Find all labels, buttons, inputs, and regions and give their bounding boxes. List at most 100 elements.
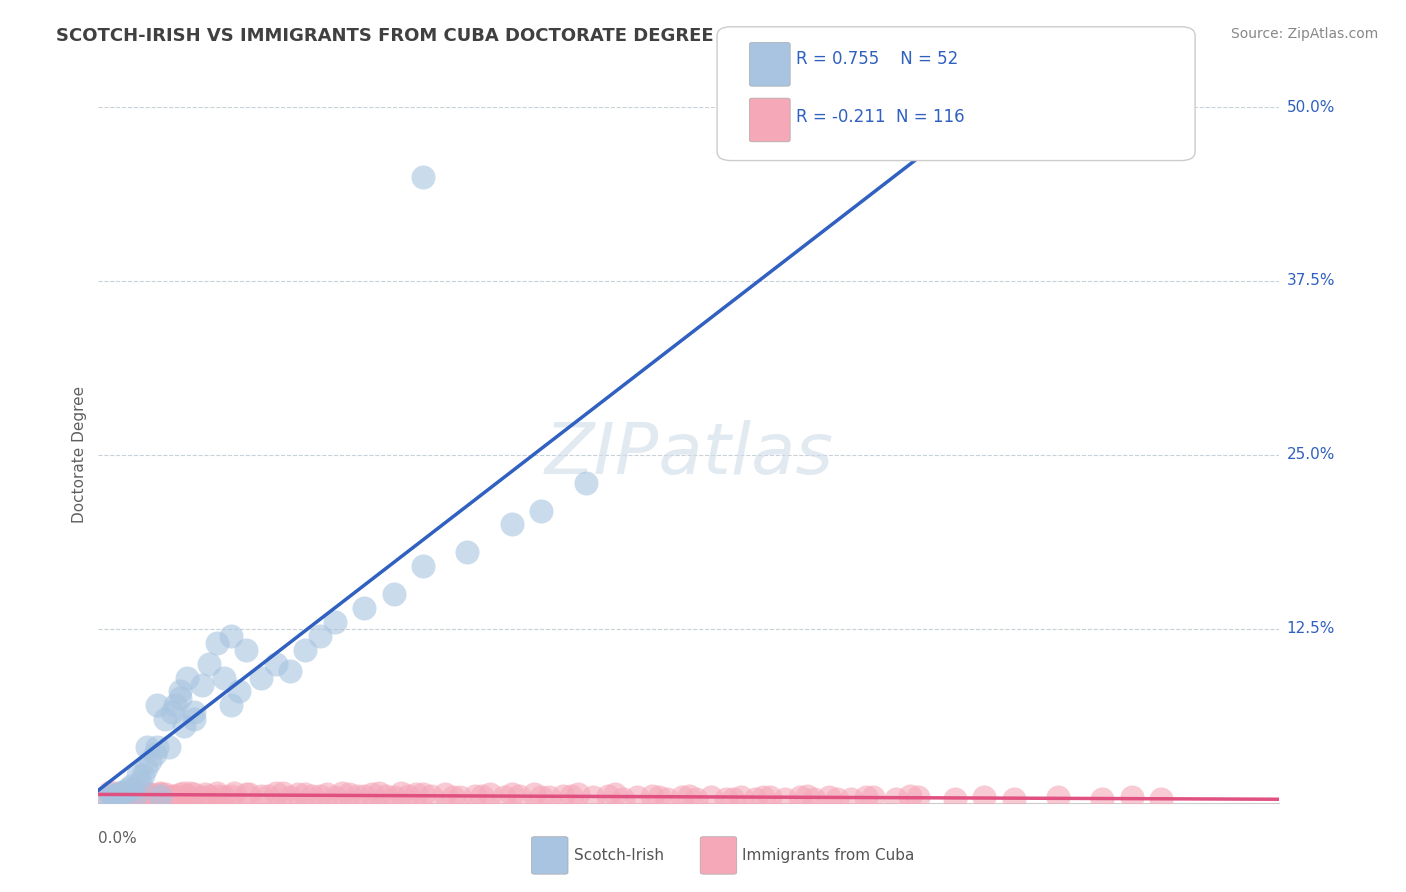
Point (94, 790, 117, 805)
Point (183, 712, 205, 726)
Point (132, 768, 155, 782)
Text: ZIPatlas: ZIPatlas (544, 420, 834, 490)
Point (139, 788, 162, 802)
Point (103, 789, 125, 803)
Point (114, 785, 136, 799)
Point (301, 789, 323, 803)
Point (219, 629, 242, 643)
Point (205, 786, 228, 800)
Point (127, 788, 149, 802)
Point (149, 786, 172, 800)
Point (165, 789, 187, 803)
Point (582, 790, 605, 805)
Point (153, 788, 176, 802)
Point (494, 790, 516, 805)
Point (537, 790, 560, 805)
Point (309, 629, 332, 643)
Point (323, 615, 346, 629)
Point (157, 790, 180, 805)
Point (862, 790, 884, 805)
Point (714, 791, 737, 805)
Point (198, 657, 221, 671)
Point (169, 691, 191, 706)
Point (139, 754, 162, 768)
Point (316, 788, 339, 802)
Text: R = -0.211  N = 116: R = -0.211 N = 116 (796, 108, 965, 126)
Text: Scotch-Irish: Scotch-Irish (574, 848, 664, 863)
Point (560, 789, 582, 803)
Point (191, 790, 214, 805)
Point (294, 788, 316, 802)
Point (530, 790, 553, 805)
Point (162, 706, 183, 720)
Point (368, 786, 391, 800)
Point (567, 788, 589, 802)
Point (471, 789, 494, 803)
Point (412, 788, 434, 802)
Point (818, 790, 841, 805)
Point (389, 786, 412, 800)
Point (773, 791, 796, 805)
Point (173, 719, 195, 733)
Point (157, 740, 180, 755)
Point (323, 790, 346, 805)
Point (271, 786, 294, 800)
Point (264, 657, 287, 671)
Text: Immigrants from Cuba: Immigrants from Cuba (742, 848, 915, 863)
Point (685, 791, 707, 805)
Point (943, 791, 966, 805)
Y-axis label: Doctorate Degree: Doctorate Degree (72, 386, 87, 524)
Point (205, 636, 228, 650)
Point (103, 789, 125, 803)
Point (169, 788, 191, 802)
Point (464, 789, 486, 803)
Point (405, 788, 427, 802)
Point (228, 684, 250, 698)
Point (169, 684, 191, 698)
Point (700, 790, 723, 805)
Point (1046, 790, 1069, 805)
Point (146, 740, 169, 755)
Point (744, 791, 766, 805)
Point (121, 781, 143, 796)
Text: 0.0%: 0.0% (98, 830, 138, 846)
Point (803, 791, 825, 805)
Point (508, 789, 530, 803)
Point (449, 790, 471, 805)
Point (678, 789, 700, 803)
Point (839, 791, 862, 805)
Point (120, 789, 142, 803)
Point (114, 790, 136, 805)
Point (825, 791, 848, 805)
Point (382, 790, 405, 805)
Point (235, 788, 257, 802)
Point (309, 789, 332, 803)
Point (900, 789, 922, 803)
Point (208, 789, 231, 803)
Point (146, 789, 169, 803)
Point (135, 761, 157, 775)
Point (278, 664, 302, 678)
Point (250, 789, 273, 803)
Point (789, 790, 811, 805)
Point (353, 789, 375, 803)
Point (120, 779, 142, 793)
Point (235, 642, 257, 657)
Point (179, 786, 201, 800)
Point (441, 790, 464, 805)
Point (730, 790, 752, 805)
Point (183, 788, 205, 802)
Point (855, 790, 877, 805)
Point (110, 785, 132, 799)
Point (176, 789, 198, 803)
Point (530, 503, 553, 517)
Point (884, 791, 907, 805)
Point (330, 786, 353, 800)
Point (149, 789, 172, 803)
Point (176, 671, 198, 685)
Point (337, 788, 360, 802)
Point (105, 789, 128, 803)
Point (143, 747, 166, 761)
Point (143, 790, 166, 805)
Point (250, 671, 273, 685)
